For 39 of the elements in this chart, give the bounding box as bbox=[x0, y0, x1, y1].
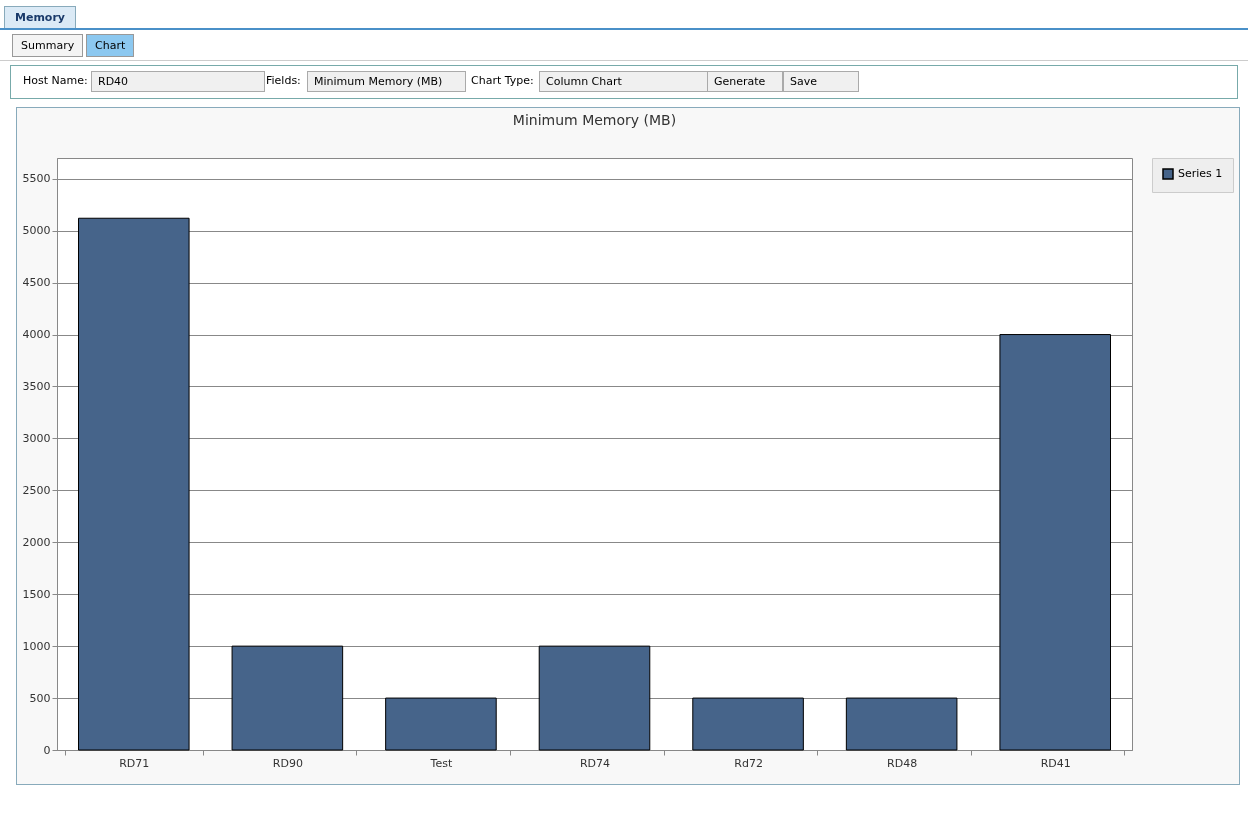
text: Host Name: bbox=[23, 74, 88, 87]
y-tick-label: 1500 bbox=[22, 587, 51, 601]
y-tick-label: 3500 bbox=[22, 379, 51, 393]
chart-title: Minimum Memory (MB) bbox=[512, 111, 677, 128]
y-tick-label: 4500 bbox=[22, 276, 51, 290]
bar bbox=[692, 697, 804, 751]
y-tick-label: 2000 bbox=[22, 535, 51, 549]
bar bbox=[845, 697, 958, 751]
y-tick-label: 500 bbox=[29, 691, 51, 705]
x-tick-label: RD74 bbox=[579, 756, 611, 770]
tab: Memory bbox=[4, 6, 77, 28]
dropdown: Minimum Memory (MB) bbox=[307, 71, 466, 92]
x-tick-label: Rd72 bbox=[734, 756, 763, 770]
button: Generate bbox=[707, 71, 783, 92]
bar bbox=[78, 217, 190, 751]
x-tick-label: RD41 bbox=[1040, 756, 1071, 770]
y-tick-label: 5500 bbox=[22, 172, 51, 186]
bar bbox=[999, 334, 1111, 751]
y-tick-label: 4000 bbox=[22, 328, 51, 342]
bar bbox=[538, 645, 651, 751]
y-tick-label: 3000 bbox=[22, 431, 51, 445]
text: Fields: bbox=[266, 74, 301, 87]
dropdown: RD40 bbox=[91, 71, 265, 92]
legend-label: Series 1 bbox=[1178, 167, 1223, 180]
x-tick-label: Test bbox=[429, 756, 453, 770]
button: Save bbox=[783, 71, 859, 92]
y-tick-label: 5000 bbox=[22, 224, 51, 238]
y-tick-label: 1000 bbox=[22, 639, 51, 653]
text: Chart Type: bbox=[471, 74, 534, 87]
y-tick-label: 0 bbox=[43, 743, 51, 757]
tab: Summary bbox=[12, 34, 84, 57]
x-tick-label: RD90 bbox=[272, 756, 303, 770]
x-tick-label: RD48 bbox=[887, 756, 918, 770]
x-tick-label: RD71 bbox=[119, 756, 150, 770]
y-tick-label: 2500 bbox=[22, 483, 51, 497]
dropdown: Column Chart bbox=[539, 71, 708, 92]
tab: Chart bbox=[86, 34, 135, 57]
bar bbox=[385, 697, 497, 751]
bar bbox=[231, 645, 344, 751]
